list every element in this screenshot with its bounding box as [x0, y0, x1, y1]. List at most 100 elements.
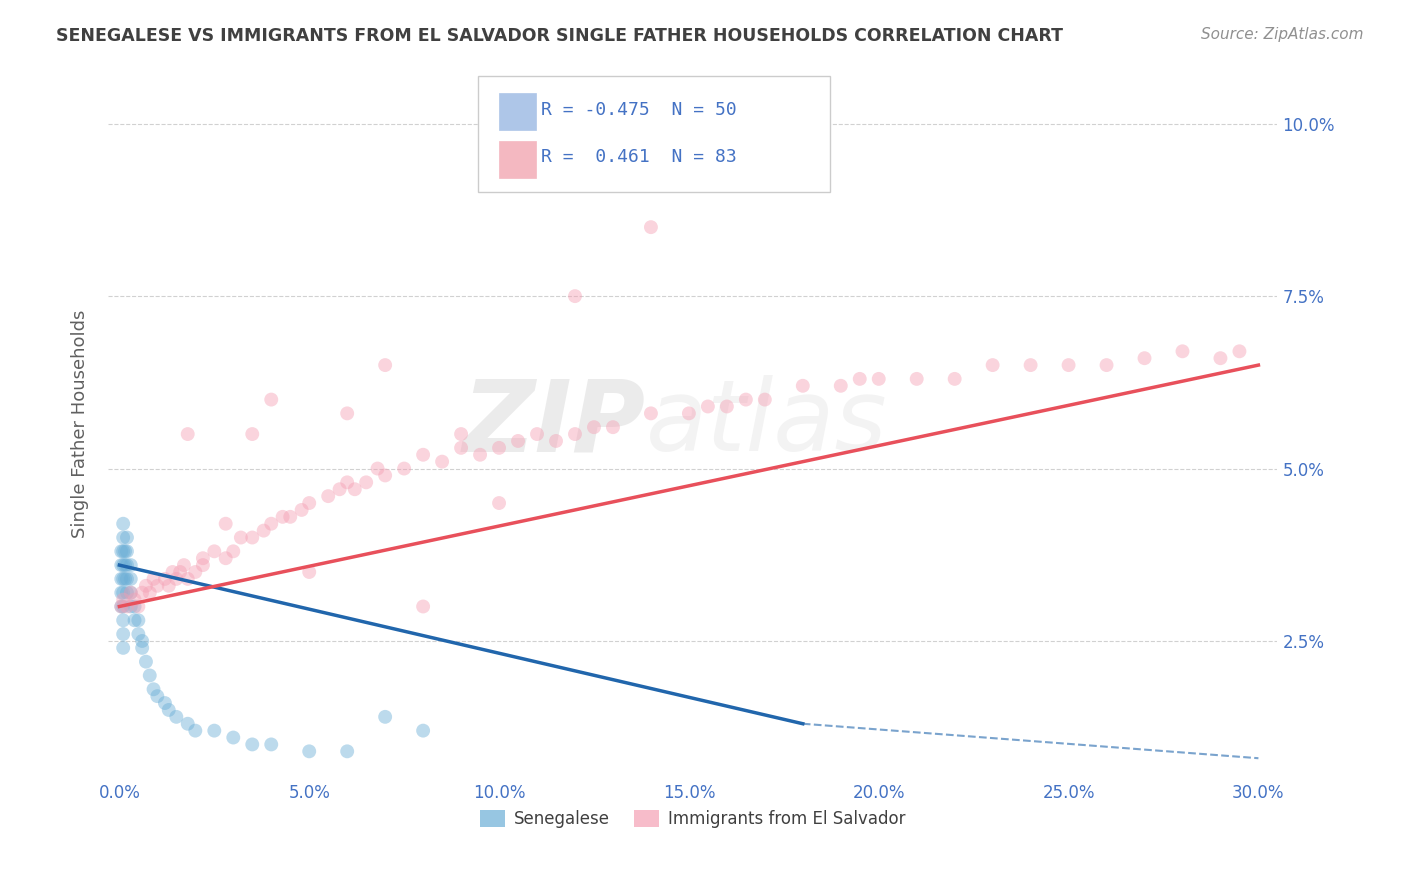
Point — [115, 531, 138, 545]
Point — [905, 372, 928, 386]
Point — [412, 723, 434, 738]
Point — [412, 448, 434, 462]
Point — [343, 482, 366, 496]
Point — [848, 372, 870, 386]
Point — [135, 655, 157, 669]
Point — [124, 613, 146, 627]
Point — [374, 358, 396, 372]
Point — [202, 723, 225, 738]
Point — [1209, 351, 1232, 366]
Legend: Senegalese, Immigrants from El Salvador: Senegalese, Immigrants from El Salvador — [474, 803, 912, 835]
Point — [336, 744, 359, 758]
Point — [640, 406, 662, 420]
Point — [291, 503, 314, 517]
Point — [1095, 358, 1118, 372]
Point — [696, 400, 718, 414]
Point — [124, 599, 146, 614]
Point — [754, 392, 776, 407]
Point — [336, 475, 359, 490]
Point — [177, 572, 200, 586]
Point — [115, 544, 138, 558]
Point — [110, 599, 132, 614]
Point — [544, 434, 567, 448]
Point — [215, 516, 238, 531]
Point — [169, 565, 191, 579]
Point — [716, 400, 738, 414]
Point — [131, 585, 153, 599]
Point — [240, 531, 263, 545]
Point — [115, 558, 138, 573]
Point — [215, 551, 238, 566]
Point — [157, 703, 180, 717]
Point — [120, 585, 142, 599]
Point — [678, 406, 700, 420]
Point — [112, 613, 135, 627]
Point — [165, 710, 187, 724]
Point — [115, 585, 138, 599]
Point — [115, 599, 138, 614]
Text: ZIP: ZIP — [463, 376, 645, 472]
Point — [564, 427, 586, 442]
Point — [131, 640, 153, 655]
Point — [120, 558, 142, 573]
Text: R =  0.461  N = 83: R = 0.461 N = 83 — [541, 148, 737, 166]
Point — [430, 455, 453, 469]
Point — [120, 572, 142, 586]
Point — [124, 592, 146, 607]
Text: Source: ZipAtlas.com: Source: ZipAtlas.com — [1201, 27, 1364, 42]
Point — [114, 572, 136, 586]
Point — [153, 572, 176, 586]
Point — [114, 544, 136, 558]
Point — [792, 378, 814, 392]
Point — [112, 531, 135, 545]
Point — [374, 468, 396, 483]
Point — [184, 565, 207, 579]
Point — [734, 392, 756, 407]
Point — [354, 475, 377, 490]
Point — [468, 448, 491, 462]
Point — [142, 572, 165, 586]
Point — [582, 420, 605, 434]
Point — [1019, 358, 1042, 372]
Point — [868, 372, 890, 386]
Point — [488, 496, 510, 510]
Point — [260, 392, 283, 407]
Point — [271, 509, 294, 524]
Y-axis label: Single Father Households: Single Father Households — [72, 310, 89, 538]
Point — [1171, 344, 1194, 359]
Point — [127, 599, 149, 614]
Point — [165, 572, 187, 586]
Point — [981, 358, 1004, 372]
Point — [253, 524, 276, 538]
Point — [1133, 351, 1156, 366]
Point — [157, 579, 180, 593]
Point — [112, 599, 135, 614]
Point — [139, 585, 162, 599]
Point — [222, 544, 245, 558]
Point — [392, 461, 415, 475]
Point — [110, 599, 132, 614]
Text: atlas: atlas — [645, 376, 887, 472]
Point — [602, 420, 624, 434]
Point — [412, 599, 434, 614]
Point — [222, 731, 245, 745]
Point — [191, 558, 214, 573]
Point — [278, 509, 301, 524]
Point — [329, 482, 352, 496]
Point — [146, 689, 169, 703]
Point — [110, 544, 132, 558]
Point — [110, 572, 132, 586]
Point — [298, 744, 321, 758]
Point — [153, 696, 176, 710]
Point — [488, 441, 510, 455]
Point — [240, 427, 263, 442]
Point — [120, 599, 142, 614]
Point — [240, 738, 263, 752]
Point — [139, 668, 162, 682]
Point — [110, 585, 132, 599]
Point — [260, 516, 283, 531]
Point — [112, 558, 135, 573]
Point — [112, 627, 135, 641]
Point — [526, 427, 548, 442]
Point — [202, 544, 225, 558]
